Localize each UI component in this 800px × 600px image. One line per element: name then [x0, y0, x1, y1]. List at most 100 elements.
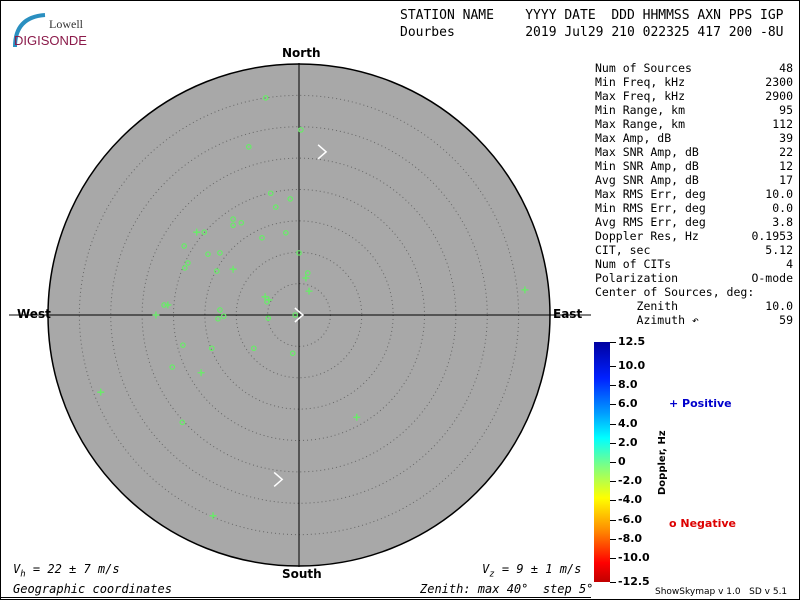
- stat-row: Min Range, km 95: [595, 103, 793, 117]
- header-labels: STATION NAME YYYY DATE DDD HHMMSS AXN PP…: [400, 8, 784, 23]
- stat-label: Center of Sources, deg:: [595, 285, 755, 299]
- stat-value: 22: [779, 145, 793, 159]
- stat-label: Min Freq, kHz: [595, 75, 686, 89]
- source-point-negative: [251, 345, 257, 352]
- source-point-negative: [272, 204, 279, 210]
- stat-label: Avg SNR Amp, dB: [595, 173, 699, 187]
- stat-row: Polarization O-mode: [595, 271, 793, 285]
- stat-row: Avg SNR Amp, dB 17: [595, 173, 793, 187]
- stat-value: 12: [779, 159, 793, 173]
- colorbar-tick: [610, 462, 616, 463]
- stat-value: 112: [772, 117, 793, 131]
- vz-value: = 9 ± 1 m/s: [501, 562, 582, 576]
- stat-row: Min Freq, kHz 2300: [595, 75, 793, 89]
- source-point-negative: [185, 260, 191, 266]
- source-point-negative: [213, 268, 220, 274]
- stat-row: Max Range, km 112: [595, 117, 793, 131]
- source-point-negative: [230, 216, 236, 222]
- skymap-plot: [9, 63, 591, 567]
- coords-label: Geographic coordinates: [13, 582, 172, 596]
- source-point-positive: [197, 369, 205, 377]
- stat-value: 2300: [765, 75, 793, 89]
- stat-value: 95: [779, 103, 793, 117]
- source-point-negative: [262, 95, 269, 101]
- source-point-positive: [209, 512, 217, 520]
- stat-label: Polarization: [595, 271, 679, 285]
- source-point-positive: [97, 388, 105, 396]
- plus-icon: +: [669, 397, 683, 410]
- source-point-negative: [180, 342, 186, 348]
- version-label: ShowSkymap v 1.0 SD v 5.1: [655, 587, 788, 597]
- source-point-negative: [289, 350, 296, 357]
- stat-value: 10.0: [765, 187, 793, 201]
- source-point-positive: [152, 311, 160, 319]
- stat-value: 2900: [765, 89, 793, 103]
- legend-positive: + Positive: [669, 397, 732, 410]
- colorbar-tick: [610, 519, 616, 521]
- source-point-negative: [217, 307, 223, 313]
- stat-value: 39: [779, 131, 793, 145]
- source-point-negative: [264, 299, 270, 305]
- source-point-negative: [181, 265, 188, 271]
- source-point-positive: [353, 413, 361, 421]
- colorbar-tick-label: 0: [618, 455, 626, 468]
- label-west: West: [17, 307, 51, 321]
- legend-negative: o Negative: [669, 517, 736, 530]
- stat-label: Min Range, km: [595, 103, 686, 117]
- source-point-negative: [217, 250, 223, 256]
- stat-row: CIT, sec 5.12: [595, 243, 793, 257]
- source-point-positive: [261, 293, 269, 301]
- colorbar-tick: [610, 385, 616, 387]
- stat-label: Max Freq, kHz: [595, 89, 686, 103]
- colorbar-tick-label: -2.0: [618, 474, 643, 488]
- label-south: South: [282, 567, 322, 581]
- colorbar-title: Doppler, Hz: [657, 430, 668, 495]
- source-point-negative: [296, 250, 302, 256]
- colorbar-tick: [610, 366, 616, 367]
- colorbar-tick: [610, 442, 616, 444]
- logo-lowell: Lowell: [49, 17, 83, 31]
- stat-value: 4: [786, 257, 793, 271]
- stat-label: Max Range, km: [595, 117, 686, 131]
- colorbar-tick-label: -6.0: [618, 512, 643, 526]
- stat-label: Min SNR Amp, dB: [595, 159, 699, 173]
- stat-label: CIT, sec: [595, 243, 651, 257]
- source-point-positive: [305, 287, 313, 295]
- source-point-positive: [229, 265, 237, 273]
- stat-label: Min RMS Err, deg: [595, 201, 706, 215]
- source-point-negative: [287, 196, 294, 202]
- source-point-negative: [220, 313, 227, 320]
- velocity-arrow: [294, 307, 305, 323]
- label-north: North: [282, 46, 321, 60]
- stat-value: 5.12: [765, 243, 793, 257]
- source-point-negative: [169, 364, 176, 370]
- stats-table: Num of Sources 48 Min Freq, kHz 2300 Max Fre…: [595, 61, 793, 327]
- stat-label: Max RMS Err, deg: [595, 187, 706, 201]
- stat-row: Min SNR Amp, dB 12: [595, 159, 793, 173]
- colorbar-tick: [610, 481, 616, 483]
- source-point-positive: [164, 301, 172, 309]
- stat-label: Max Amp, dB: [595, 131, 672, 145]
- source-point-negative: [238, 219, 245, 226]
- zenith-label: Zenith: max 40° step 5°: [420, 582, 594, 596]
- source-point-negative: [259, 235, 265, 241]
- stat-row: Doppler Res, Hz 0.1953: [595, 229, 793, 243]
- stat-row: Min RMS Err, deg 0.0: [595, 201, 793, 215]
- colorbar-tick-label: -12.5: [618, 575, 650, 588]
- colorbar-tick-label: 6.0: [618, 397, 638, 411]
- velocity-arrow: [273, 471, 284, 487]
- colorbar-tick: [610, 500, 616, 502]
- circle-icon: o: [669, 517, 681, 530]
- stat-row: Max SNR Amp, dB 22: [595, 145, 793, 159]
- stat-row: Max RMS Err, deg 10.0: [595, 187, 793, 201]
- legend-positive-label: Positive: [682, 397, 732, 410]
- vh-readout: Vh = 22 ± 7 m/s: [13, 562, 120, 580]
- velocity-arrow: [317, 144, 328, 160]
- colorbar-tick-label: -10.0: [618, 551, 650, 564]
- colorbar-tick-label: 8.0: [618, 378, 638, 392]
- vz-readout: Vz = 9 ± 1 m/s: [482, 562, 582, 580]
- source-point-negative: [304, 270, 311, 276]
- source-point-positive: [521, 286, 529, 294]
- stat-row: Num of CITs 4: [595, 257, 793, 271]
